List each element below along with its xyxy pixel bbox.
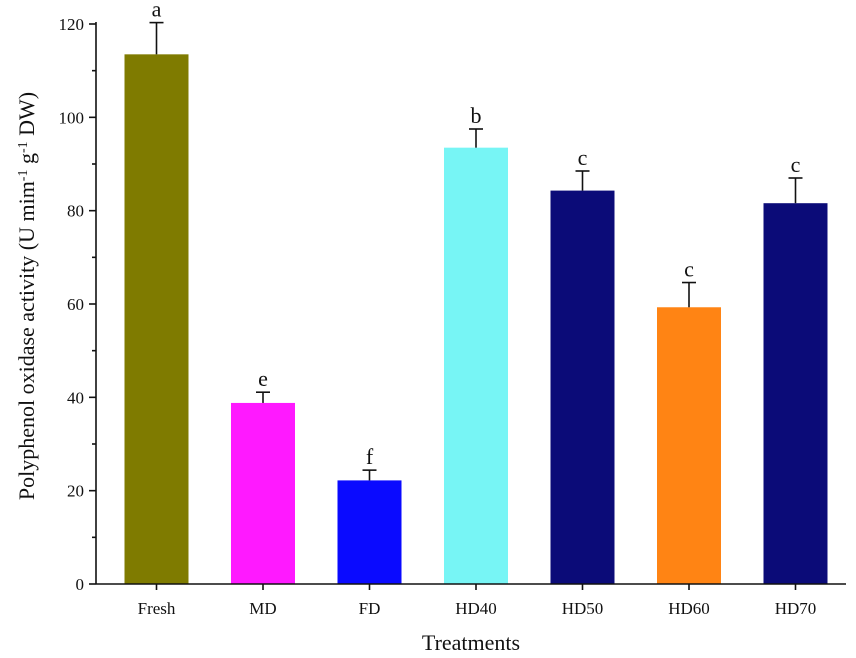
x-category-label-hd70: HD70 (775, 599, 817, 618)
error-bar-md (256, 391, 270, 403)
bar-md (231, 402, 295, 584)
x-category-label-hd60: HD60 (668, 599, 710, 618)
y-axis-title-sup-2: -1 (16, 141, 31, 153)
error-bar-hd40 (469, 128, 483, 148)
bars-layer (124, 54, 828, 585)
x-category-label-hd40: HD40 (455, 599, 497, 618)
significance-label-fd: f (366, 444, 374, 469)
y-tick-label: 100 (59, 108, 85, 127)
y-tick-label: 80 (67, 202, 84, 221)
y-axis-title-part-b: g (14, 153, 39, 170)
error-bar-hd60 (682, 281, 696, 308)
significance-label-md: e (258, 366, 268, 391)
x-category-labels-layer: Fresh MD FD HD40 HD50 HD60 HD70 (138, 584, 817, 618)
significance-label-hd70: c (791, 152, 801, 177)
x-category-label-hd50: HD50 (562, 599, 604, 618)
significance-label-fresh: a (152, 0, 162, 22)
significance-label-hd60: c (684, 257, 694, 282)
bar-hd70 (763, 203, 828, 584)
x-category-label-md: MD (249, 599, 276, 618)
bar-hd40 (444, 147, 508, 584)
y-tick-label: 120 (59, 15, 85, 34)
y-tick-label: 0 (76, 575, 85, 594)
y-axis-title-sup-1: -1 (16, 170, 31, 182)
error-bar-hd50 (575, 170, 590, 191)
bar-hd50 (550, 190, 615, 584)
error-bar-fd (362, 469, 377, 481)
bar-fresh (124, 54, 189, 585)
x-category-label-fd: FD (359, 599, 381, 618)
significance-labels-layer: a e f b c c c (152, 0, 801, 469)
x-category-label-fresh: Fresh (138, 599, 176, 618)
x-axis-title: Treatments (422, 630, 520, 655)
bar-hd60 (657, 307, 721, 584)
y-tick-label: 60 (67, 295, 84, 314)
y-axis-title-part-c: DW) (14, 92, 39, 141)
significance-label-hd40: b (471, 103, 482, 128)
error-bar-fresh (149, 21, 164, 55)
y-axis-title-part-a: Polyphenol oxidase activity (U mim (14, 181, 39, 500)
error-bar-hd70 (788, 177, 803, 204)
y-axis-title: Polyphenol oxidase activity (U mim-1 g-1… (14, 92, 39, 500)
y-tick-label: 40 (67, 388, 84, 407)
y-tick-label: 20 (67, 482, 84, 501)
error-bars-layer (149, 21, 803, 481)
y-ticks-layer: 0 20 40 60 80 100 120 (59, 15, 96, 594)
significance-label-hd50: c (578, 145, 588, 170)
bar-fd (337, 480, 402, 584)
